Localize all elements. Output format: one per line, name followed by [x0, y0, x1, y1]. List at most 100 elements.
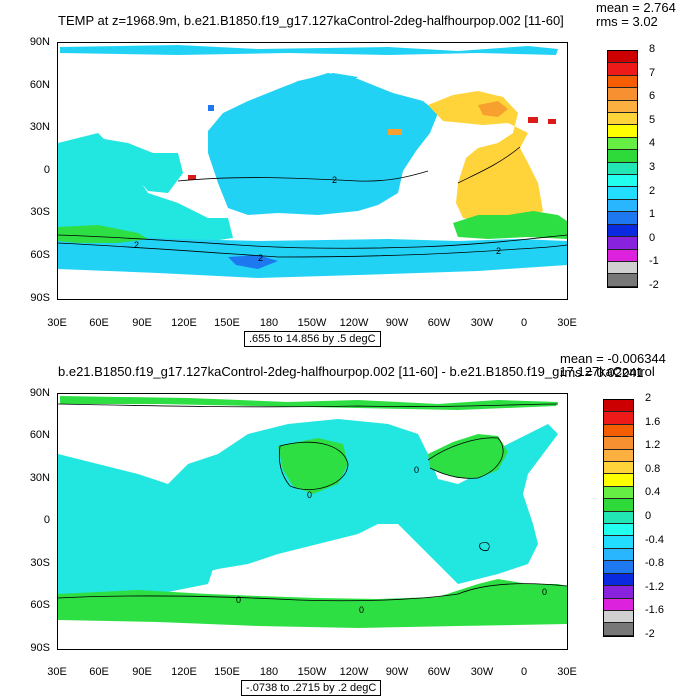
colorbar-label: 8: [649, 43, 656, 55]
colorbar-cell: [604, 524, 633, 537]
colorbar-cell: [604, 474, 633, 487]
bottom-lat-label: 60N: [29, 429, 50, 441]
red-sea-patch: [188, 175, 196, 180]
colorbar-label: 6: [649, 90, 656, 103]
bottom-lon-label: 30W: [470, 666, 494, 678]
colorbar-label: -2: [645, 628, 655, 640]
colorbar-label: -1.2: [645, 580, 664, 593]
bottom-lon-label: 60W: [427, 666, 451, 678]
top-lat-label: 90S: [30, 292, 50, 304]
top-lon-label: 30W: [470, 317, 494, 329]
bottom-lat-label: 60S: [30, 599, 50, 611]
colorbar-cell: [608, 274, 637, 287]
colorbar-label: 5: [649, 113, 656, 126]
bottom-range-box: -.0738 to .2715 by .2 degC: [241, 680, 382, 696]
atlantic-orange-core: [478, 101, 508, 117]
red-spot: [548, 119, 556, 124]
colorbar-cell: [608, 249, 637, 262]
colorbar-cell: [608, 261, 637, 275]
top-lat-label: 60N: [29, 79, 50, 91]
colorbar-label: 4: [649, 137, 656, 150]
southern-ocean-green: [58, 579, 567, 628]
colorbar-cell: [604, 511, 633, 525]
colorbar-cell: [608, 100, 637, 114]
top-lon-label: 60W: [427, 317, 451, 329]
top-lon-label: 150E: [214, 317, 240, 329]
top-lat-label: 30S: [30, 206, 50, 218]
top-lon-label: 120W: [339, 317, 369, 329]
top-lat-label: 0: [43, 164, 50, 176]
contour-line-2a: [177, 170, 429, 182]
small-contour: [479, 542, 490, 552]
bottom-lon-label: 150E: [214, 666, 240, 678]
colorbar-cell: [604, 536, 633, 549]
colorbar-cell: [604, 400, 633, 413]
colorbar-label: 2: [649, 184, 656, 197]
bay-of-bengal: [98, 138, 183, 193]
top-title: TEMP at z=1968.9m, b.e21.B1850.f19_g17.1…: [58, 13, 564, 28]
colorbar-cell: [604, 486, 633, 500]
colorbar-cell: [604, 412, 633, 425]
southern-contour: [58, 583, 567, 602]
bottom-lon-label: 90W: [385, 666, 409, 678]
arctic-contour: [58, 403, 559, 408]
top-lat-label: 60S: [30, 249, 50, 261]
colorbar-cell: [604, 499, 633, 512]
colorbar-cell: [608, 212, 637, 225]
bottom-lat-label: 0: [43, 514, 50, 526]
colorbar-label: 3: [649, 161, 656, 173]
bottom-lon-label: 120E: [171, 666, 197, 678]
colorbar-cell: [608, 150, 637, 163]
colorbar-cell: [604, 561, 633, 574]
colorbar-cell: [608, 162, 637, 176]
colorbar-cell: [604, 598, 633, 611]
contour-label: 2: [496, 246, 501, 256]
bottom-lat-label: 30S: [30, 557, 50, 569]
colorbar-cell: [608, 63, 637, 76]
pacific-ocean: [208, 73, 438, 215]
contour-label: 0: [359, 605, 364, 615]
top-lon-label: 30E: [557, 317, 577, 329]
colorbar-cell: [608, 199, 637, 213]
bottom-lon-label: 30E: [47, 666, 67, 678]
top-lon-label: 150W: [297, 317, 327, 329]
colorbar-label: -0.4: [645, 533, 664, 546]
colorbar-cell: [604, 424, 633, 438]
bottom-lon-label: 60E: [89, 666, 109, 678]
colorbar-cell: [604, 586, 633, 599]
colorbar-label: 0.8: [645, 462, 661, 475]
ross-blue-patch: [228, 255, 278, 269]
colorbar-cell: [604, 548, 633, 562]
contour-label: 0: [307, 490, 312, 500]
bottom-lon-label: 90E: [132, 666, 152, 678]
bottom-lon-label: 180: [259, 666, 279, 678]
top-lon-label: 180: [259, 317, 279, 329]
southern-ocean: [58, 233, 567, 278]
colorbar-cell: [608, 51, 637, 64]
contour-line-2b: [58, 234, 567, 249]
colorbar-label: 1.2: [645, 439, 661, 452]
top-range-box: .655 to 14.856 by .5 degC: [244, 331, 381, 347]
colorbar-cell: [604, 573, 633, 587]
colorbar-label: 0: [645, 510, 652, 522]
top-map-plot: 2 2 2 2: [57, 42, 568, 300]
colorbar-label: -1: [649, 255, 659, 268]
caspian-blue-patch: [208, 105, 214, 111]
bottom-lon-label: 120W: [339, 666, 369, 678]
top-lat-label: 30N: [29, 121, 50, 133]
top-lon-label: 120E: [171, 317, 197, 329]
colorbar-label: 7: [649, 66, 656, 79]
north-pacific-contour: [278, 441, 349, 490]
colorbar-label: 0.4: [645, 486, 661, 499]
colorbar-label: 1: [649, 208, 656, 221]
contour-label: 2: [134, 240, 139, 250]
top-colorbar: [607, 50, 638, 288]
bottom-lat-label: 90N: [29, 387, 50, 399]
bottom-lon-label: 0: [520, 666, 528, 678]
colorbar-cell: [604, 610, 633, 624]
colorbar-cell: [608, 137, 637, 151]
colorbar-cell: [608, 187, 637, 200]
atlantic-ocean: [428, 91, 543, 223]
contour-label: 2: [258, 253, 263, 263]
top-lon-label: 90W: [385, 317, 409, 329]
